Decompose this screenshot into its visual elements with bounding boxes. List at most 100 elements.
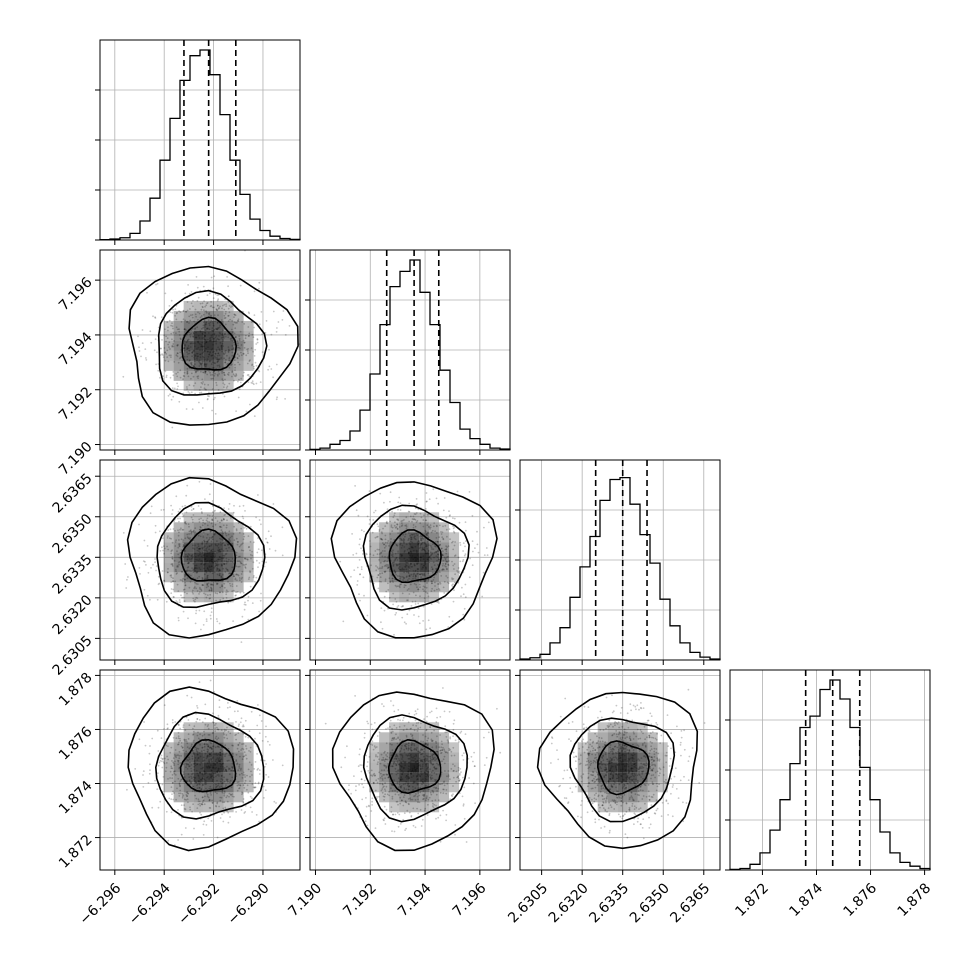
sample-point bbox=[386, 752, 389, 754]
sample-point bbox=[446, 576, 449, 579]
sample-point bbox=[220, 529, 223, 532]
sample-point bbox=[402, 804, 405, 807]
sample-point bbox=[442, 792, 445, 794]
sample-point bbox=[154, 316, 156, 319]
sample-point bbox=[373, 722, 376, 724]
sample-point bbox=[163, 762, 166, 765]
sample-point bbox=[179, 517, 181, 520]
sample-point bbox=[381, 703, 383, 705]
sample-point bbox=[160, 754, 163, 757]
sample-point bbox=[227, 601, 230, 604]
sample-point bbox=[209, 483, 212, 485]
sample-point bbox=[181, 512, 184, 515]
sample-point bbox=[441, 749, 444, 751]
sample-point bbox=[376, 553, 379, 556]
sample-point bbox=[377, 761, 379, 763]
sample-point bbox=[439, 783, 442, 786]
sample-point bbox=[350, 792, 352, 795]
sample-point bbox=[234, 369, 236, 371]
density-cell bbox=[173, 752, 184, 763]
sample-point bbox=[453, 517, 456, 520]
sample-point bbox=[442, 687, 444, 689]
sample-point bbox=[157, 764, 160, 767]
sample-point bbox=[188, 292, 191, 295]
sample-point bbox=[223, 728, 226, 731]
sample-point bbox=[221, 370, 223, 373]
sample-point bbox=[457, 571, 459, 573]
sample-point bbox=[405, 734, 408, 737]
sample-point bbox=[166, 349, 169, 352]
density-cell bbox=[213, 562, 224, 573]
sample-point bbox=[219, 796, 222, 799]
tick-label-y: 2.6335 bbox=[50, 552, 96, 598]
sample-point bbox=[439, 749, 441, 752]
sample-point bbox=[183, 600, 186, 602]
sample-point bbox=[459, 560, 462, 563]
sample-point bbox=[412, 518, 415, 521]
sample-point bbox=[173, 559, 176, 562]
sample-point bbox=[399, 719, 401, 722]
sample-point bbox=[463, 786, 466, 789]
sample-point bbox=[242, 549, 245, 552]
sample-point bbox=[242, 733, 245, 735]
sample-point bbox=[441, 554, 444, 557]
sample-point bbox=[256, 341, 259, 344]
density-cell bbox=[409, 732, 420, 743]
sample-point bbox=[258, 281, 261, 284]
sample-point bbox=[247, 768, 250, 771]
sample-point bbox=[217, 298, 220, 301]
sample-point bbox=[204, 370, 207, 373]
density-cell bbox=[193, 562, 204, 573]
sample-point bbox=[245, 527, 248, 530]
sample-point bbox=[174, 308, 177, 310]
sample-point bbox=[208, 493, 211, 496]
density-cell bbox=[399, 752, 410, 763]
sample-point bbox=[462, 613, 465, 616]
sample-point bbox=[183, 808, 186, 810]
sample-point bbox=[396, 812, 399, 814]
sample-point bbox=[379, 492, 382, 495]
density-cell bbox=[163, 572, 174, 583]
sample-point bbox=[225, 310, 227, 313]
sample-point bbox=[149, 330, 152, 333]
sample-point bbox=[379, 537, 382, 540]
sample-point bbox=[265, 320, 268, 322]
sample-point bbox=[372, 554, 375, 557]
sample-point bbox=[180, 778, 183, 781]
sample-point bbox=[165, 340, 167, 343]
sample-point bbox=[382, 786, 384, 789]
sample-point bbox=[170, 811, 173, 814]
sample-point bbox=[200, 381, 203, 384]
sample-point bbox=[237, 784, 240, 786]
sample-point bbox=[192, 529, 195, 532]
density-cell bbox=[173, 522, 184, 533]
sample-point bbox=[242, 352, 245, 355]
sample-point bbox=[376, 755, 379, 758]
sample-point bbox=[451, 577, 453, 579]
sample-point bbox=[385, 785, 388, 788]
sample-point bbox=[477, 551, 480, 554]
sample-point bbox=[186, 301, 189, 303]
sample-point bbox=[159, 550, 162, 552]
sample-point bbox=[198, 609, 201, 612]
sample-point bbox=[442, 554, 444, 556]
sample-point bbox=[237, 361, 240, 364]
sample-point bbox=[238, 787, 241, 789]
sample-point bbox=[170, 552, 173, 555]
sample-point bbox=[189, 537, 192, 539]
sample-point bbox=[167, 326, 169, 329]
density-cell bbox=[183, 522, 194, 533]
sample-point bbox=[171, 557, 174, 560]
sample-point bbox=[433, 522, 436, 524]
sample-point bbox=[258, 287, 260, 290]
sample-point bbox=[180, 804, 183, 807]
sample-point bbox=[227, 508, 230, 510]
sample-point bbox=[216, 620, 219, 623]
sample-point bbox=[198, 389, 201, 391]
sample-point bbox=[430, 531, 433, 534]
sample-point bbox=[201, 382, 204, 385]
sample-point bbox=[231, 305, 234, 308]
sample-point bbox=[425, 591, 427, 593]
sample-point bbox=[231, 320, 234, 322]
sample-point bbox=[167, 745, 169, 747]
